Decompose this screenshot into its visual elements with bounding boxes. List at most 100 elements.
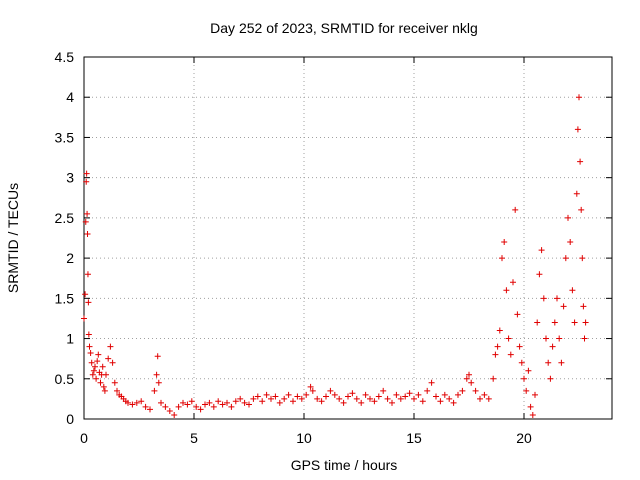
- data-point: [569, 287, 576, 294]
- data-point: [459, 387, 466, 394]
- data-point: [389, 399, 395, 406]
- data-point: [577, 158, 584, 165]
- data-point: [521, 375, 527, 382]
- data-point: [84, 271, 91, 278]
- data-point: [582, 319, 589, 326]
- y-axis-label: SRMTID / TECUs: [5, 183, 21, 293]
- data-point: [340, 399, 347, 406]
- data-point: [501, 239, 508, 246]
- data-point: [527, 403, 534, 410]
- data-point: [142, 403, 149, 410]
- data-point: [579, 255, 586, 262]
- data-point: [89, 371, 96, 378]
- x-tick-label: 10: [296, 430, 312, 446]
- data-point: [349, 390, 356, 397]
- data-point: [151, 387, 158, 394]
- data-point: [153, 371, 160, 378]
- data-point: [327, 387, 334, 394]
- data-point: [290, 398, 296, 405]
- data-point: [540, 295, 547, 302]
- data-point: [82, 291, 89, 298]
- data-point: [428, 379, 435, 386]
- data-point: [285, 391, 292, 398]
- data-point: [155, 379, 162, 386]
- data-point: [323, 393, 329, 400]
- data-point: [529, 411, 536, 418]
- data-point: [250, 395, 257, 402]
- data-point: [477, 395, 483, 402]
- axis-ticks: 0 5 10 15 20 0 0.5 1 1.5 2 2.5 3 3.5 4 4.5: [55, 49, 612, 446]
- data-point: [411, 395, 417, 402]
- data-point: [107, 343, 114, 350]
- data-point: [215, 398, 222, 405]
- data-point: [331, 391, 338, 398]
- data-point: [503, 287, 510, 294]
- x-tick-label: 15: [406, 430, 422, 446]
- data-point: [246, 401, 252, 408]
- data-point: [558, 359, 565, 366]
- data-point: [92, 363, 98, 370]
- data-point: [90, 367, 97, 374]
- data-point: [437, 398, 444, 405]
- data-point: [371, 398, 378, 405]
- data-points: [81, 94, 589, 418]
- data-point: [254, 393, 261, 400]
- data-point: [560, 303, 567, 310]
- data-point: [446, 395, 453, 402]
- data-point: [507, 351, 514, 358]
- data-point: [415, 391, 422, 398]
- y-tick-label: 1.5: [55, 290, 75, 306]
- data-point: [97, 379, 104, 386]
- data-point: [581, 335, 588, 342]
- data-point: [336, 395, 343, 402]
- data-point: [562, 255, 569, 262]
- data-point: [281, 395, 288, 402]
- data-point: [441, 391, 448, 398]
- data-point: [125, 399, 131, 406]
- data-point: [86, 343, 93, 350]
- data-point: [397, 395, 404, 402]
- data-point: [197, 406, 204, 413]
- data-point: [188, 398, 195, 405]
- data-point: [94, 358, 101, 365]
- data-point: [87, 350, 94, 357]
- data-point: [574, 126, 581, 133]
- data-point: [510, 279, 516, 286]
- data-point: [576, 94, 582, 101]
- x-tick-label: 0: [80, 430, 88, 446]
- data-point: [166, 407, 173, 414]
- data-point: [83, 170, 90, 177]
- chart-title: Day 252 of 2023, SRMTID for receiver nkl…: [210, 20, 478, 36]
- data-point: [547, 375, 554, 382]
- data-point: [318, 398, 325, 405]
- data-point: [424, 387, 431, 394]
- data-point: [193, 403, 200, 410]
- data-point: [554, 295, 560, 302]
- data-point: [241, 399, 248, 406]
- data-point: [154, 353, 161, 360]
- data-point: [206, 399, 213, 406]
- data-point: [105, 355, 112, 362]
- data-point: [101, 387, 108, 394]
- data-point: [345, 393, 351, 400]
- data-point: [523, 387, 530, 394]
- data-point: [210, 403, 217, 410]
- data-point: [294, 393, 301, 400]
- data-point: [468, 379, 475, 386]
- data-point: [276, 399, 283, 406]
- data-point: [534, 319, 541, 326]
- data-point: [224, 399, 230, 406]
- data-point: [309, 387, 316, 394]
- data-point: [402, 393, 409, 400]
- data-point: [133, 399, 140, 406]
- data-point: [538, 247, 545, 254]
- data-point: [129, 401, 136, 408]
- data-point: [83, 178, 90, 185]
- data-point: [375, 393, 382, 400]
- data-point: [171, 411, 178, 418]
- data-point: [84, 230, 91, 237]
- data-point: [237, 395, 244, 402]
- data-point: [450, 399, 457, 406]
- data-point: [147, 406, 153, 413]
- data-point: [314, 395, 321, 402]
